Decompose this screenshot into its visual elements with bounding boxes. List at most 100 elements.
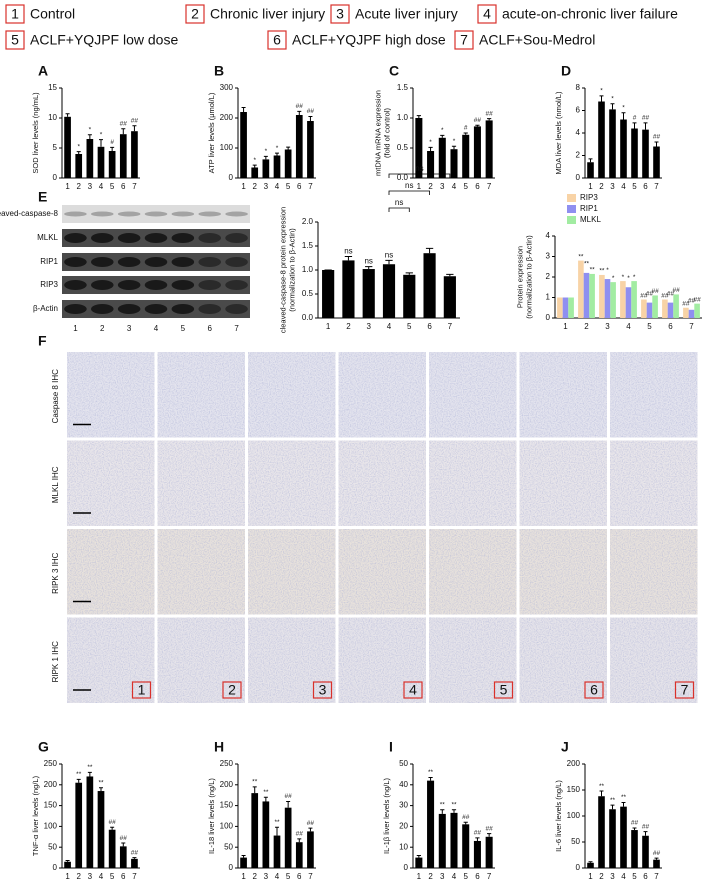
significance-label: # [464,125,468,132]
x-tick-label: 2 [252,182,257,191]
ihc-texture [157,617,245,703]
bar [587,162,594,178]
group-box [312,681,333,699]
group-number: 7 [681,682,689,698]
blot-band [144,304,168,314]
bar [251,167,259,178]
x-tick-label: 5 [286,872,291,881]
ihc-texture [429,529,517,615]
blot-band [91,211,114,217]
x-tick-label: 5 [632,872,637,881]
bar [641,299,647,318]
error-bar [241,107,246,112]
ihc-texture [610,352,698,438]
x-tick-label: 1 [326,322,331,331]
bracket-label: ns [395,198,403,207]
y-tick-label: 100 [220,143,234,152]
bar [653,146,660,178]
y-tick-label: 2 [576,151,581,160]
blot-band [171,304,195,314]
y-tick-label: 0.5 [397,143,409,152]
panel-letter: A [38,63,48,79]
x-tick-label: 1 [241,182,246,191]
error-bar [252,164,257,168]
x-tick-label: 7 [448,322,453,331]
bar [642,835,649,868]
ihc-texture [338,529,426,615]
bar [631,830,638,868]
y-axis-label: cleaved-caspase-8 protein expression [278,207,287,333]
y-tick-label: 6 [576,106,581,115]
x-tick-label: 5 [286,182,291,191]
y-tick-label: 150 [220,801,234,810]
blot-band [117,233,141,243]
legend-swatch [567,216,576,224]
ihc-texture [338,352,426,438]
bar [631,128,638,178]
group-box [403,681,423,699]
error-bar [65,113,70,117]
error-bar [643,122,648,130]
ihc-row-label: MLKL IHC [51,466,60,503]
group-box [222,681,242,699]
y-tick-label: 200 [44,780,58,789]
significance-label: * [265,148,268,155]
error-bar [654,141,659,147]
error-bar [274,826,280,836]
legend-number: 7 [460,32,468,48]
bar [450,149,458,178]
significance-label: ## [651,288,659,295]
group-box [131,681,152,699]
y-tick-label: 8 [576,83,581,92]
significance-label: * [429,139,432,146]
error-bar [87,134,92,139]
x-tick-label: 7 [132,182,137,191]
legend-number: 3 [336,6,344,22]
x-tick-label: 4 [621,872,626,881]
ihc-texture [157,440,245,526]
significance-label: * [77,143,80,150]
significance-label: ## [474,117,482,124]
y-tick-label: 300 [220,83,234,92]
x-tick-label: 7 [308,872,313,881]
y-tick-label: 15 [48,83,57,92]
x-tick-label: 6 [475,182,480,191]
significance-label: ** [621,794,627,801]
x-tick-label: 1 [241,872,246,881]
significance-label: ## [296,103,304,110]
bar [473,126,481,178]
bar [473,840,481,868]
significance-label: * [633,274,636,281]
ihc-texture [248,352,336,438]
y-tick-label: 250 [44,759,58,768]
error-bar [654,857,659,860]
ihc-texture [157,529,245,615]
y-tick-label: 0 [53,173,58,182]
group-number: 4 [409,682,417,698]
bar [427,780,435,868]
bracket [388,190,430,195]
bar [609,809,616,868]
x-tick-label: 7 [689,322,694,331]
significance-label: ## [486,110,494,117]
y-tick-label: 100 [567,811,581,820]
y-tick-label: 0 [546,313,551,322]
error-bar [308,827,313,832]
ihc-row-label: Caspase 8 IHC [51,369,60,423]
significance-label: ## [653,134,661,141]
ihc-texture [67,529,155,615]
significance-label: ** [263,789,269,796]
significance-label: ## [109,819,117,826]
panel-letter: I [389,739,393,755]
error-bar [416,115,421,118]
ihc-texture [248,617,336,703]
blot-band [64,304,87,314]
error-bar [425,247,434,254]
ihc-row-label: RIPK 3 IHC [51,552,60,594]
ihc-texture [67,440,155,526]
legend-number: 1 [11,6,19,22]
bar [620,281,626,318]
error-bar [599,95,604,102]
y-tick-label: 50 [224,842,233,851]
